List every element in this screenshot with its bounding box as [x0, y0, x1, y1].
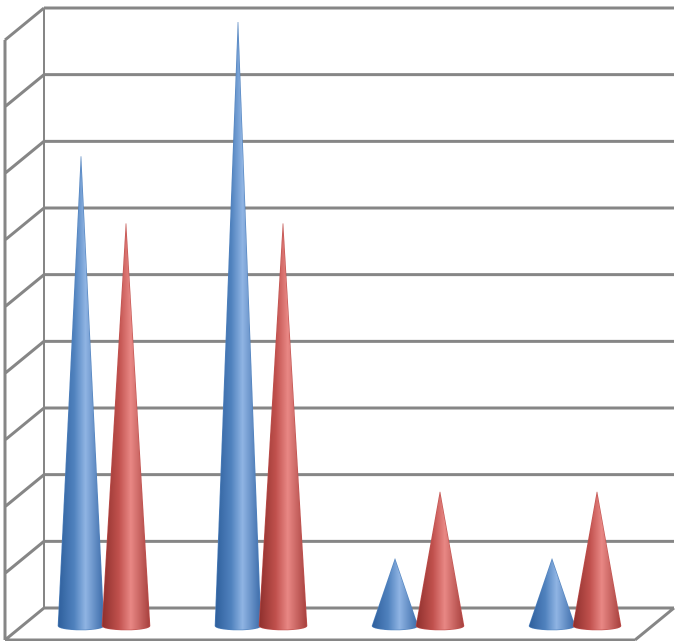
- cone-shape: [214, 21, 262, 631]
- gridline-side: [4, 206, 45, 242]
- cone-shape: [528, 557, 576, 631]
- cone-shape: [258, 223, 308, 631]
- gridline-side: [4, 73, 45, 108]
- cone-shape: [101, 223, 151, 631]
- cone-bar: [101, 223, 151, 631]
- cone-shape: [57, 156, 105, 631]
- gridline-side: [4, 606, 45, 641]
- cone-shape: [371, 557, 419, 631]
- chart-walls: [3, 8, 675, 641]
- gridline-side: [4, 340, 45, 375]
- cone-bar: [57, 156, 105, 631]
- gridline-side: [4, 273, 45, 308]
- floor-right-edge: [634, 606, 675, 641]
- gridline-side: [4, 473, 45, 508]
- cone-bar: [371, 557, 419, 631]
- gridline-side: [4, 140, 45, 175]
- cone-bar: [528, 557, 576, 631]
- cone-bar: [572, 491, 622, 631]
- gridline-side: [4, 6, 45, 42]
- gridline-side: [4, 406, 45, 442]
- cone-shape: [415, 491, 465, 631]
- gridline-side: [4, 540, 45, 575]
- cone-bar: [415, 491, 465, 631]
- cone-bar: [214, 21, 262, 631]
- cone-bar: [258, 223, 308, 631]
- data-marks: [57, 21, 622, 631]
- cone-shape: [572, 491, 622, 631]
- gridlines: [4, 6, 674, 641]
